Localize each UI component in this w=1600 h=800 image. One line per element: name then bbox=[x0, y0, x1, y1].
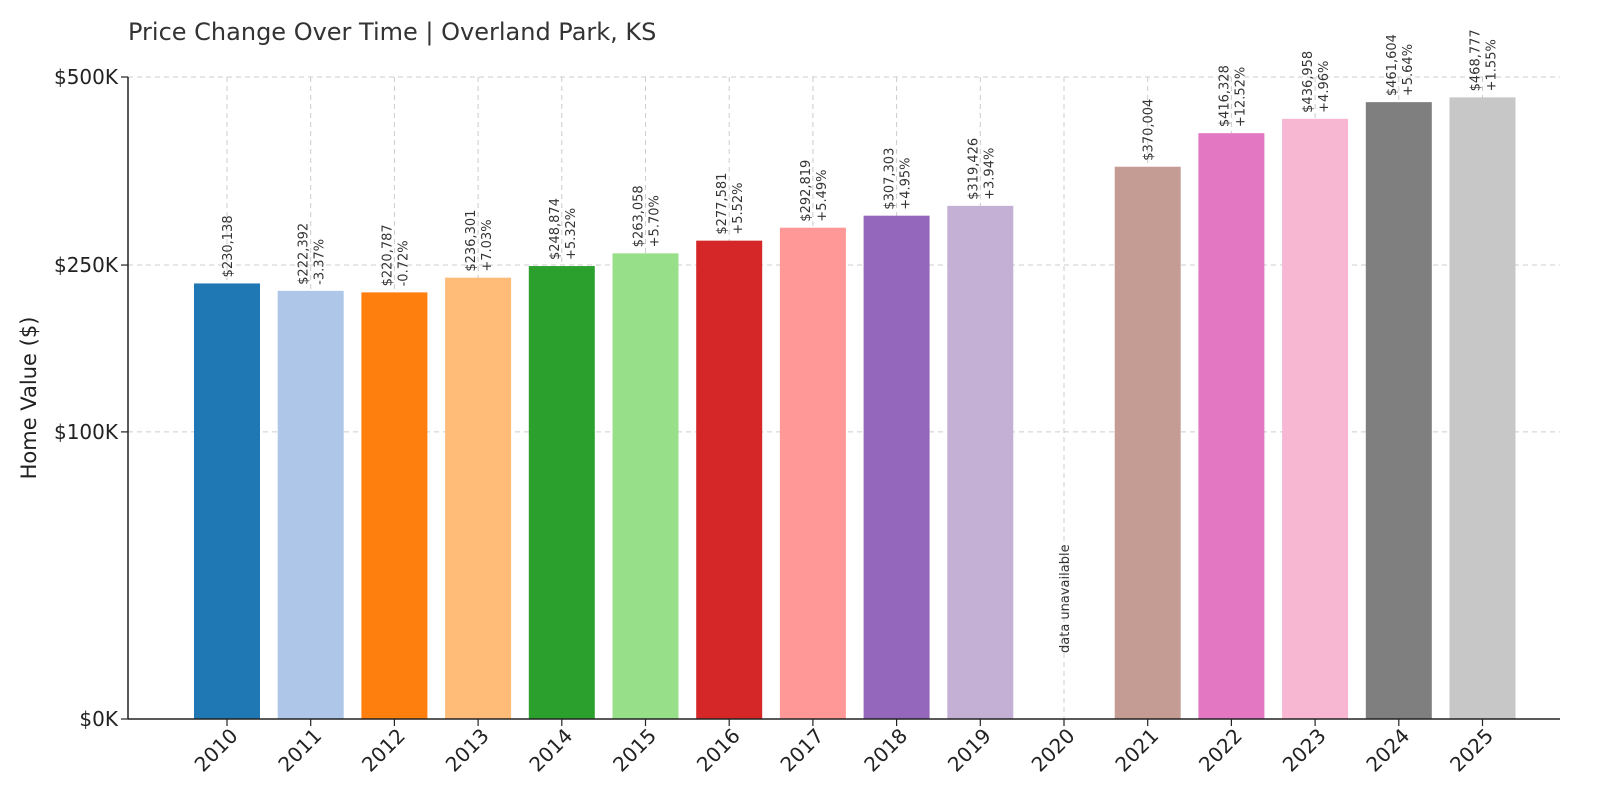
y-axis-label: Home Value ($) bbox=[17, 317, 41, 480]
bar-2022 bbox=[1198, 133, 1264, 719]
bar-2015 bbox=[613, 253, 679, 719]
bar-2014 bbox=[529, 266, 595, 719]
bar-value-label: $319,426 bbox=[966, 138, 981, 200]
x-tick-label: 2020 bbox=[1027, 724, 1080, 777]
bar-value-label: $222,392 bbox=[297, 223, 312, 285]
y-tick-label: $250K bbox=[54, 253, 119, 277]
bar-2021 bbox=[1115, 167, 1181, 719]
bar-change-label: +5.52% bbox=[731, 182, 746, 234]
x-tick-label: 2018 bbox=[859, 724, 912, 777]
bar-2010 bbox=[194, 283, 260, 719]
bar-2018 bbox=[864, 216, 930, 719]
y-tick-label: $0K bbox=[79, 707, 118, 731]
x-tick-label: 2023 bbox=[1278, 724, 1331, 777]
x-tick-label: 2013 bbox=[441, 724, 494, 777]
bar-value-label: $248,874 bbox=[548, 198, 563, 260]
x-tick-label: 2017 bbox=[775, 724, 828, 777]
bar-value-label: $230,138 bbox=[221, 215, 236, 277]
bar-change-label: +1.55% bbox=[1485, 39, 1500, 91]
bar-value-label: $461,604 bbox=[1385, 34, 1400, 96]
y-tick-label: $100K bbox=[54, 420, 119, 444]
bar-change-label: +12.52% bbox=[1233, 67, 1248, 127]
x-tick-label: 2010 bbox=[190, 724, 243, 777]
bar-2012 bbox=[361, 292, 427, 719]
x-tick-label: 2022 bbox=[1194, 724, 1247, 777]
bar-change-label: -0.72% bbox=[396, 240, 411, 286]
bar-change-label: +5.32% bbox=[564, 208, 579, 260]
x-tick-label: 2019 bbox=[943, 724, 996, 777]
x-tick-label: 2025 bbox=[1445, 724, 1498, 777]
chart-title: Price Change Over Time | Overland Park, … bbox=[128, 18, 656, 46]
x-tick-label: 2021 bbox=[1110, 724, 1163, 777]
bar-2025 bbox=[1450, 97, 1516, 719]
bar-value-label: $292,819 bbox=[799, 160, 814, 222]
bar-change-label: -3.37% bbox=[313, 239, 328, 285]
x-tick-label: 2015 bbox=[608, 724, 661, 777]
bar-change-label: +5.49% bbox=[815, 169, 830, 221]
bar-2019 bbox=[947, 206, 1013, 719]
bar-change-label: +5.64% bbox=[1401, 44, 1416, 96]
missing-data-label: data unavailable bbox=[1058, 544, 1073, 653]
bar-value-label: $416,328 bbox=[1217, 65, 1232, 127]
bar-2023 bbox=[1282, 119, 1348, 719]
bar-value-label: $468,777 bbox=[1469, 29, 1484, 91]
bar-value-label: $436,958 bbox=[1301, 51, 1316, 113]
bar-2024 bbox=[1366, 102, 1432, 719]
bar-value-label: $236,301 bbox=[464, 210, 479, 272]
x-tick-label: 2014 bbox=[524, 724, 577, 777]
bar-change-label: +5.70% bbox=[648, 195, 663, 247]
x-tick-label: 2016 bbox=[692, 724, 745, 777]
bar-layer bbox=[194, 97, 1516, 719]
bar-2011 bbox=[278, 291, 344, 719]
bar-change-label: +7.03% bbox=[480, 219, 495, 271]
bar-change-label: +4.95% bbox=[899, 157, 914, 209]
bar-value-label: $277,581 bbox=[715, 173, 730, 235]
x-tick-label: 2012 bbox=[357, 724, 410, 777]
bar-value-label: $307,303 bbox=[883, 148, 898, 210]
bar-2013 bbox=[445, 278, 511, 719]
bar-value-label: $220,787 bbox=[380, 224, 395, 286]
bar-value-label: $263,058 bbox=[632, 185, 647, 247]
bar-change-label: +4.96% bbox=[1317, 61, 1332, 113]
bar-2016 bbox=[696, 241, 762, 719]
x-tick-label: 2024 bbox=[1361, 724, 1414, 777]
y-tick-label: $500K bbox=[54, 65, 119, 89]
bar-change-label: +3.94% bbox=[982, 148, 997, 200]
bar-2017 bbox=[780, 228, 846, 719]
x-tick-label: 2011 bbox=[273, 724, 326, 777]
bar-value-label: $370,004 bbox=[1142, 99, 1157, 161]
